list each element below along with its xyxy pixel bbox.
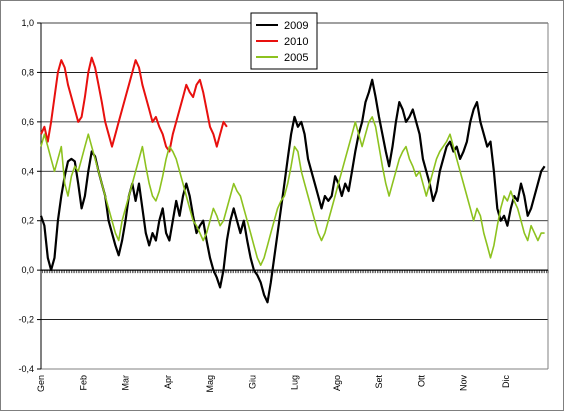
y-tick-label-2: 0,6 xyxy=(21,117,34,127)
series-line-2009 xyxy=(39,78,546,304)
series-line-2005 xyxy=(40,116,545,266)
month-label-set: Set xyxy=(374,375,384,389)
month-label-mag: Mag xyxy=(205,375,215,393)
month-label-ago: Ago xyxy=(332,375,342,391)
month-label-mar: Mar xyxy=(121,375,131,391)
month-label-ott: Ott xyxy=(416,375,426,388)
month-label-giu: Giu xyxy=(247,375,257,389)
legend-label-2005: 2005 xyxy=(284,52,308,64)
y-tick-label-0: 1,0 xyxy=(21,18,34,28)
y-tick-label-1: 0,8 xyxy=(21,67,34,77)
series-line-2010 xyxy=(40,56,228,153)
legend-label-2010: 2010 xyxy=(284,36,308,48)
month-label-dic: Dic xyxy=(501,375,511,388)
y-tick-label-4: 0,2 xyxy=(21,216,34,226)
y-tick-label-3: 0,4 xyxy=(21,166,34,176)
month-label-feb: Feb xyxy=(78,375,88,391)
y-tick-label-6: -0,2 xyxy=(18,315,34,325)
month-label-nov: Nov xyxy=(459,375,469,392)
legend-label-2009: 2009 xyxy=(284,20,308,32)
y-tick-label-5: 0,0 xyxy=(21,265,34,275)
y-tick-label-7: -0,4 xyxy=(18,364,34,374)
month-label-lug: Lug xyxy=(290,375,300,390)
month-label-gen: Gen xyxy=(36,375,46,392)
month-label-apr: Apr xyxy=(163,375,173,389)
